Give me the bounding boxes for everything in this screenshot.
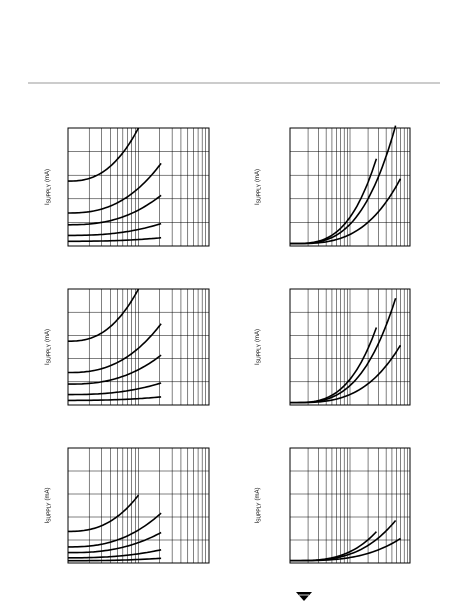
y-axis-label-unit: (mA) [45, 169, 51, 182]
plot-frame [289, 288, 411, 406]
y-axis-label-subscript: SUPPLY [257, 343, 263, 363]
curve [68, 288, 140, 342]
y-axis-label: ISUPPLY(mA) [255, 169, 263, 205]
curve [68, 382, 162, 396]
curve [290, 178, 402, 245]
y-axis-label-subscript: SUPPLY [257, 502, 263, 522]
curve [68, 494, 140, 533]
chart-panel: ISUPPLY (mA) [255, 447, 411, 564]
curve [290, 537, 401, 562]
plot-frame [289, 127, 411, 247]
y-axis-label: ISUPPLY (mA) [255, 487, 263, 523]
y-axis-label-subscript: SUPPLY [47, 502, 53, 522]
plot-frame [67, 127, 210, 247]
curve [68, 549, 162, 559]
curve [68, 512, 162, 548]
y-axis-label-unit: (mA) [255, 169, 261, 182]
plot-frame [289, 447, 411, 564]
y-axis-label-symbol: I [45, 522, 51, 524]
y-axis-label-subscript: SUPPLY [47, 183, 53, 203]
y-axis-label-unit: (mA) [255, 329, 261, 342]
y-axis-label-subscript: SUPPLY [47, 343, 53, 363]
curve [68, 396, 162, 402]
curve [68, 557, 162, 562]
curve [68, 323, 162, 374]
chart-panel: ISUPPLY(mA) [45, 127, 210, 247]
chart-panel: ISUPPLY(mA) [255, 125, 411, 247]
curve [290, 531, 377, 562]
curve [68, 127, 140, 182]
y-axis-label-symbol: I [255, 203, 261, 205]
y-axis-label-unit: (mA) [45, 329, 51, 342]
y-axis-label-unit: (mA) [255, 487, 261, 500]
plot-frame [67, 447, 210, 564]
y-axis-label-symbol: I [255, 522, 261, 524]
chart-panel: ISUPPLY(mA) [45, 288, 210, 406]
curve [68, 354, 162, 385]
curve [68, 162, 162, 214]
curve [68, 531, 162, 554]
curve [290, 344, 402, 404]
y-axis-label-unit: (mA) [45, 487, 51, 500]
chart-panel: ISUPPLY (mA) [45, 447, 210, 564]
y-axis-label: ISUPPLY(mA) [45, 329, 53, 365]
y-axis-label-subscript: SUPPLY [257, 183, 263, 203]
curve [68, 236, 162, 243]
curve [290, 158, 378, 245]
y-axis-label-symbol: I [45, 203, 51, 205]
curve [68, 194, 162, 226]
y-axis-label-symbol: I [45, 363, 51, 365]
logo [296, 592, 312, 601]
y-axis-label-symbol: I [255, 363, 261, 365]
curve [68, 222, 162, 237]
y-axis-label: ISUPPLY(mA) [45, 169, 53, 205]
chart-panel: ISUPPLY(mA) [255, 288, 411, 406]
curve [290, 327, 378, 404]
y-axis-label: ISUPPLY (mA) [45, 487, 53, 523]
y-axis-label: ISUPPLY(mA) [255, 329, 263, 365]
